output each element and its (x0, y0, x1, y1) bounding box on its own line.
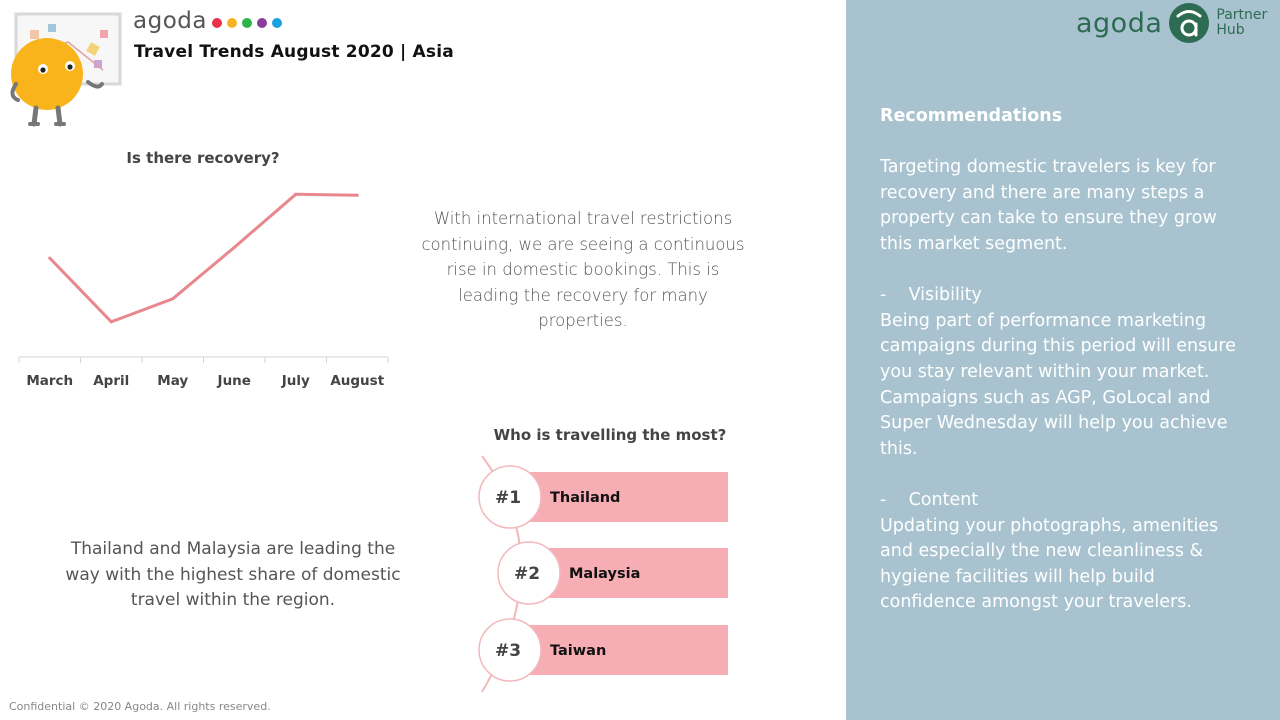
rank-country: Malaysia (569, 566, 640, 582)
rank-circle (478, 618, 542, 682)
data-point-july (294, 192, 298, 196)
data-point-april (109, 320, 113, 324)
data-point-june (232, 245, 236, 249)
recommendation-text-content: Updating your photographs, amenities and… (880, 515, 1219, 613)
share-paragraph: Thailand and Malaysia are leading the wa… (65, 539, 401, 610)
brand-dots (211, 18, 282, 28)
rank-number: #3 (495, 641, 521, 661)
mascot-illustration (10, 12, 122, 127)
recommendations-text: Recommendations Targeting domestic trave… (880, 104, 1252, 616)
partner-hub-text: Partner Hub (1216, 8, 1267, 38)
partner-hub-logo: agoda Partner Hub (1076, 2, 1267, 44)
page-title: Travel Trends August 2020 | Asia (134, 42, 454, 62)
partner-hub-line2: Hub (1216, 22, 1245, 38)
recovery-line-chart: March April May June July August (18, 192, 389, 389)
data-point-august (355, 193, 359, 197)
recovery-paragraph: With international travel restrictions c… (421, 209, 745, 330)
chart-title: Is there recovery? (126, 149, 280, 167)
x-tick-label: May (157, 373, 188, 389)
brand-dot (241, 18, 252, 28)
recommendation-bullet-content: - Content (880, 489, 979, 510)
series-line (48, 192, 358, 324)
x-tick-label: March (26, 373, 73, 389)
recommendation-bullet-visibility: - Visibility (880, 285, 982, 306)
rank-number: #1 (495, 488, 521, 508)
footer-copyright: Confidential © 2020 Agoda. All rights re… (9, 700, 271, 713)
partner-hub-line1: Partner (1216, 7, 1268, 23)
rank-country: Thailand (550, 490, 620, 506)
recommendations-intro: Targeting domestic travelers is key for … (880, 157, 1217, 254)
partner-wordmark: agoda (1076, 7, 1163, 39)
rank-number: #2 (514, 564, 540, 584)
recommendations-panel (846, 0, 1280, 720)
x-tick-label: August (330, 373, 384, 389)
data-point-may (171, 297, 175, 301)
ranking-title: Who is travelling the most? (493, 426, 727, 444)
rank-bar (510, 472, 728, 522)
brand-dot (211, 18, 222, 28)
recommendations-heading: Recommendations (880, 106, 1063, 126)
rank-bar (529, 548, 728, 598)
recommendation-text-visibility: Being part of performance marketing camp… (880, 310, 1236, 459)
brand-dot (226, 18, 237, 28)
rank-circle (478, 465, 542, 529)
rank-circle (497, 541, 561, 605)
rank-bar (510, 625, 728, 675)
partner-hub-icon (1169, 3, 1210, 43)
x-tick-label: April (93, 373, 129, 389)
ranking-graphic: #1 Thailand #2 Malaysia #3 Taiwan (478, 455, 728, 693)
x-tick-label: June (217, 373, 251, 389)
rank-country: Taiwan (550, 643, 606, 659)
agoda-brand: agoda (133, 8, 282, 34)
data-point-march (48, 256, 52, 260)
x-tick-label: July (281, 373, 310, 389)
brand-dot (271, 18, 282, 28)
agoda-wordmark: agoda (133, 8, 207, 34)
brand-dot (256, 18, 267, 28)
